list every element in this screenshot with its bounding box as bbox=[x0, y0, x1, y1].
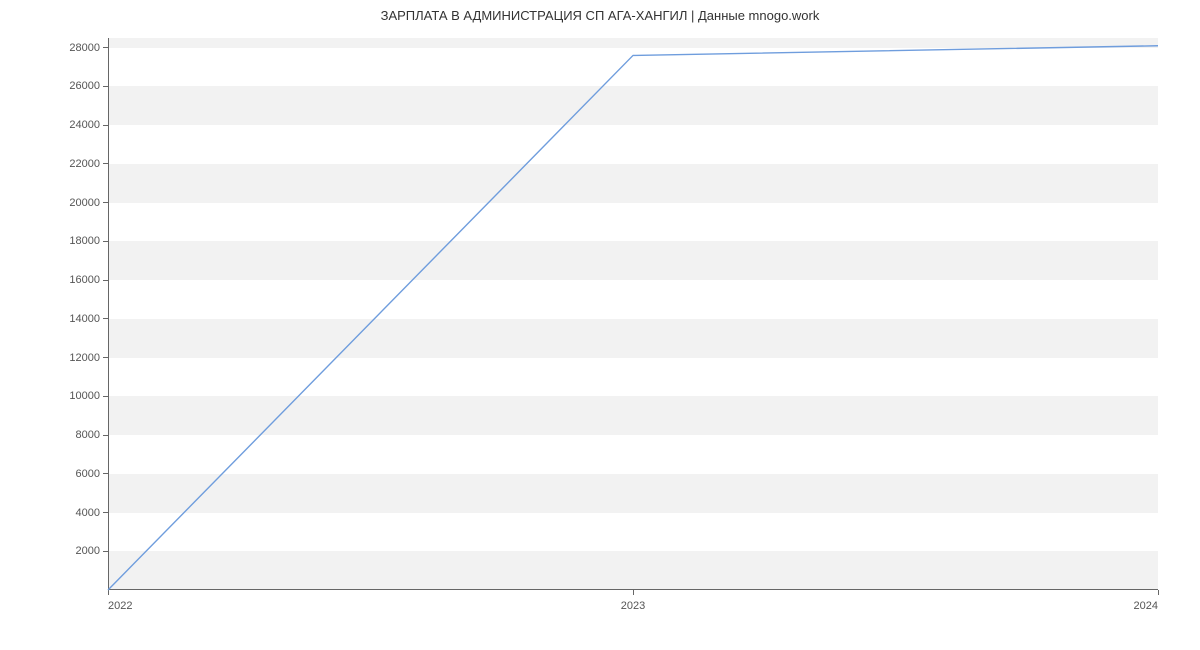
y-tick-label: 16000 bbox=[69, 274, 100, 286]
y-tick-label: 8000 bbox=[76, 429, 100, 441]
y-tick-label: 26000 bbox=[69, 80, 100, 92]
y-tick-label: 2000 bbox=[76, 545, 100, 557]
series-line bbox=[108, 38, 1158, 590]
x-tick-label: 2023 bbox=[621, 600, 645, 612]
chart-title: ЗАРПЛАТА В АДМИНИСТРАЦИЯ СП АГА-ХАНГИЛ |… bbox=[0, 8, 1200, 23]
x-tick-mark bbox=[1158, 590, 1159, 595]
x-tick-mark bbox=[633, 590, 634, 595]
y-tick-label: 22000 bbox=[69, 158, 100, 170]
y-tick-label: 18000 bbox=[69, 235, 100, 247]
salary-line-chart: ЗАРПЛАТА В АДМИНИСТРАЦИЯ СП АГА-ХАНГИЛ |… bbox=[0, 0, 1200, 650]
x-tick-label: 2024 bbox=[1134, 600, 1158, 612]
y-tick-label: 12000 bbox=[69, 352, 100, 364]
plot-area: 2000400060008000100001200014000160001800… bbox=[108, 38, 1158, 590]
y-tick-label: 24000 bbox=[69, 119, 100, 131]
x-tick-label: 2022 bbox=[108, 600, 132, 612]
y-tick-label: 6000 bbox=[76, 468, 100, 480]
y-tick-label: 4000 bbox=[76, 507, 100, 519]
y-tick-label: 14000 bbox=[69, 313, 100, 325]
y-tick-label: 28000 bbox=[69, 42, 100, 54]
x-tick-mark bbox=[108, 590, 109, 595]
y-tick-label: 20000 bbox=[69, 197, 100, 209]
y-tick-label: 10000 bbox=[69, 390, 100, 402]
